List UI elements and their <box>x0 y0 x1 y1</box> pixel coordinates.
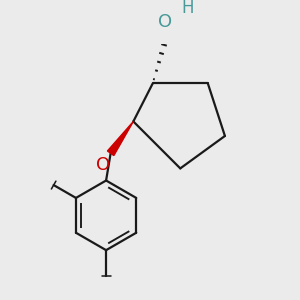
Text: H: H <box>181 0 194 17</box>
Text: O: O <box>96 156 110 174</box>
Text: O: O <box>158 13 172 31</box>
Polygon shape <box>107 122 133 155</box>
